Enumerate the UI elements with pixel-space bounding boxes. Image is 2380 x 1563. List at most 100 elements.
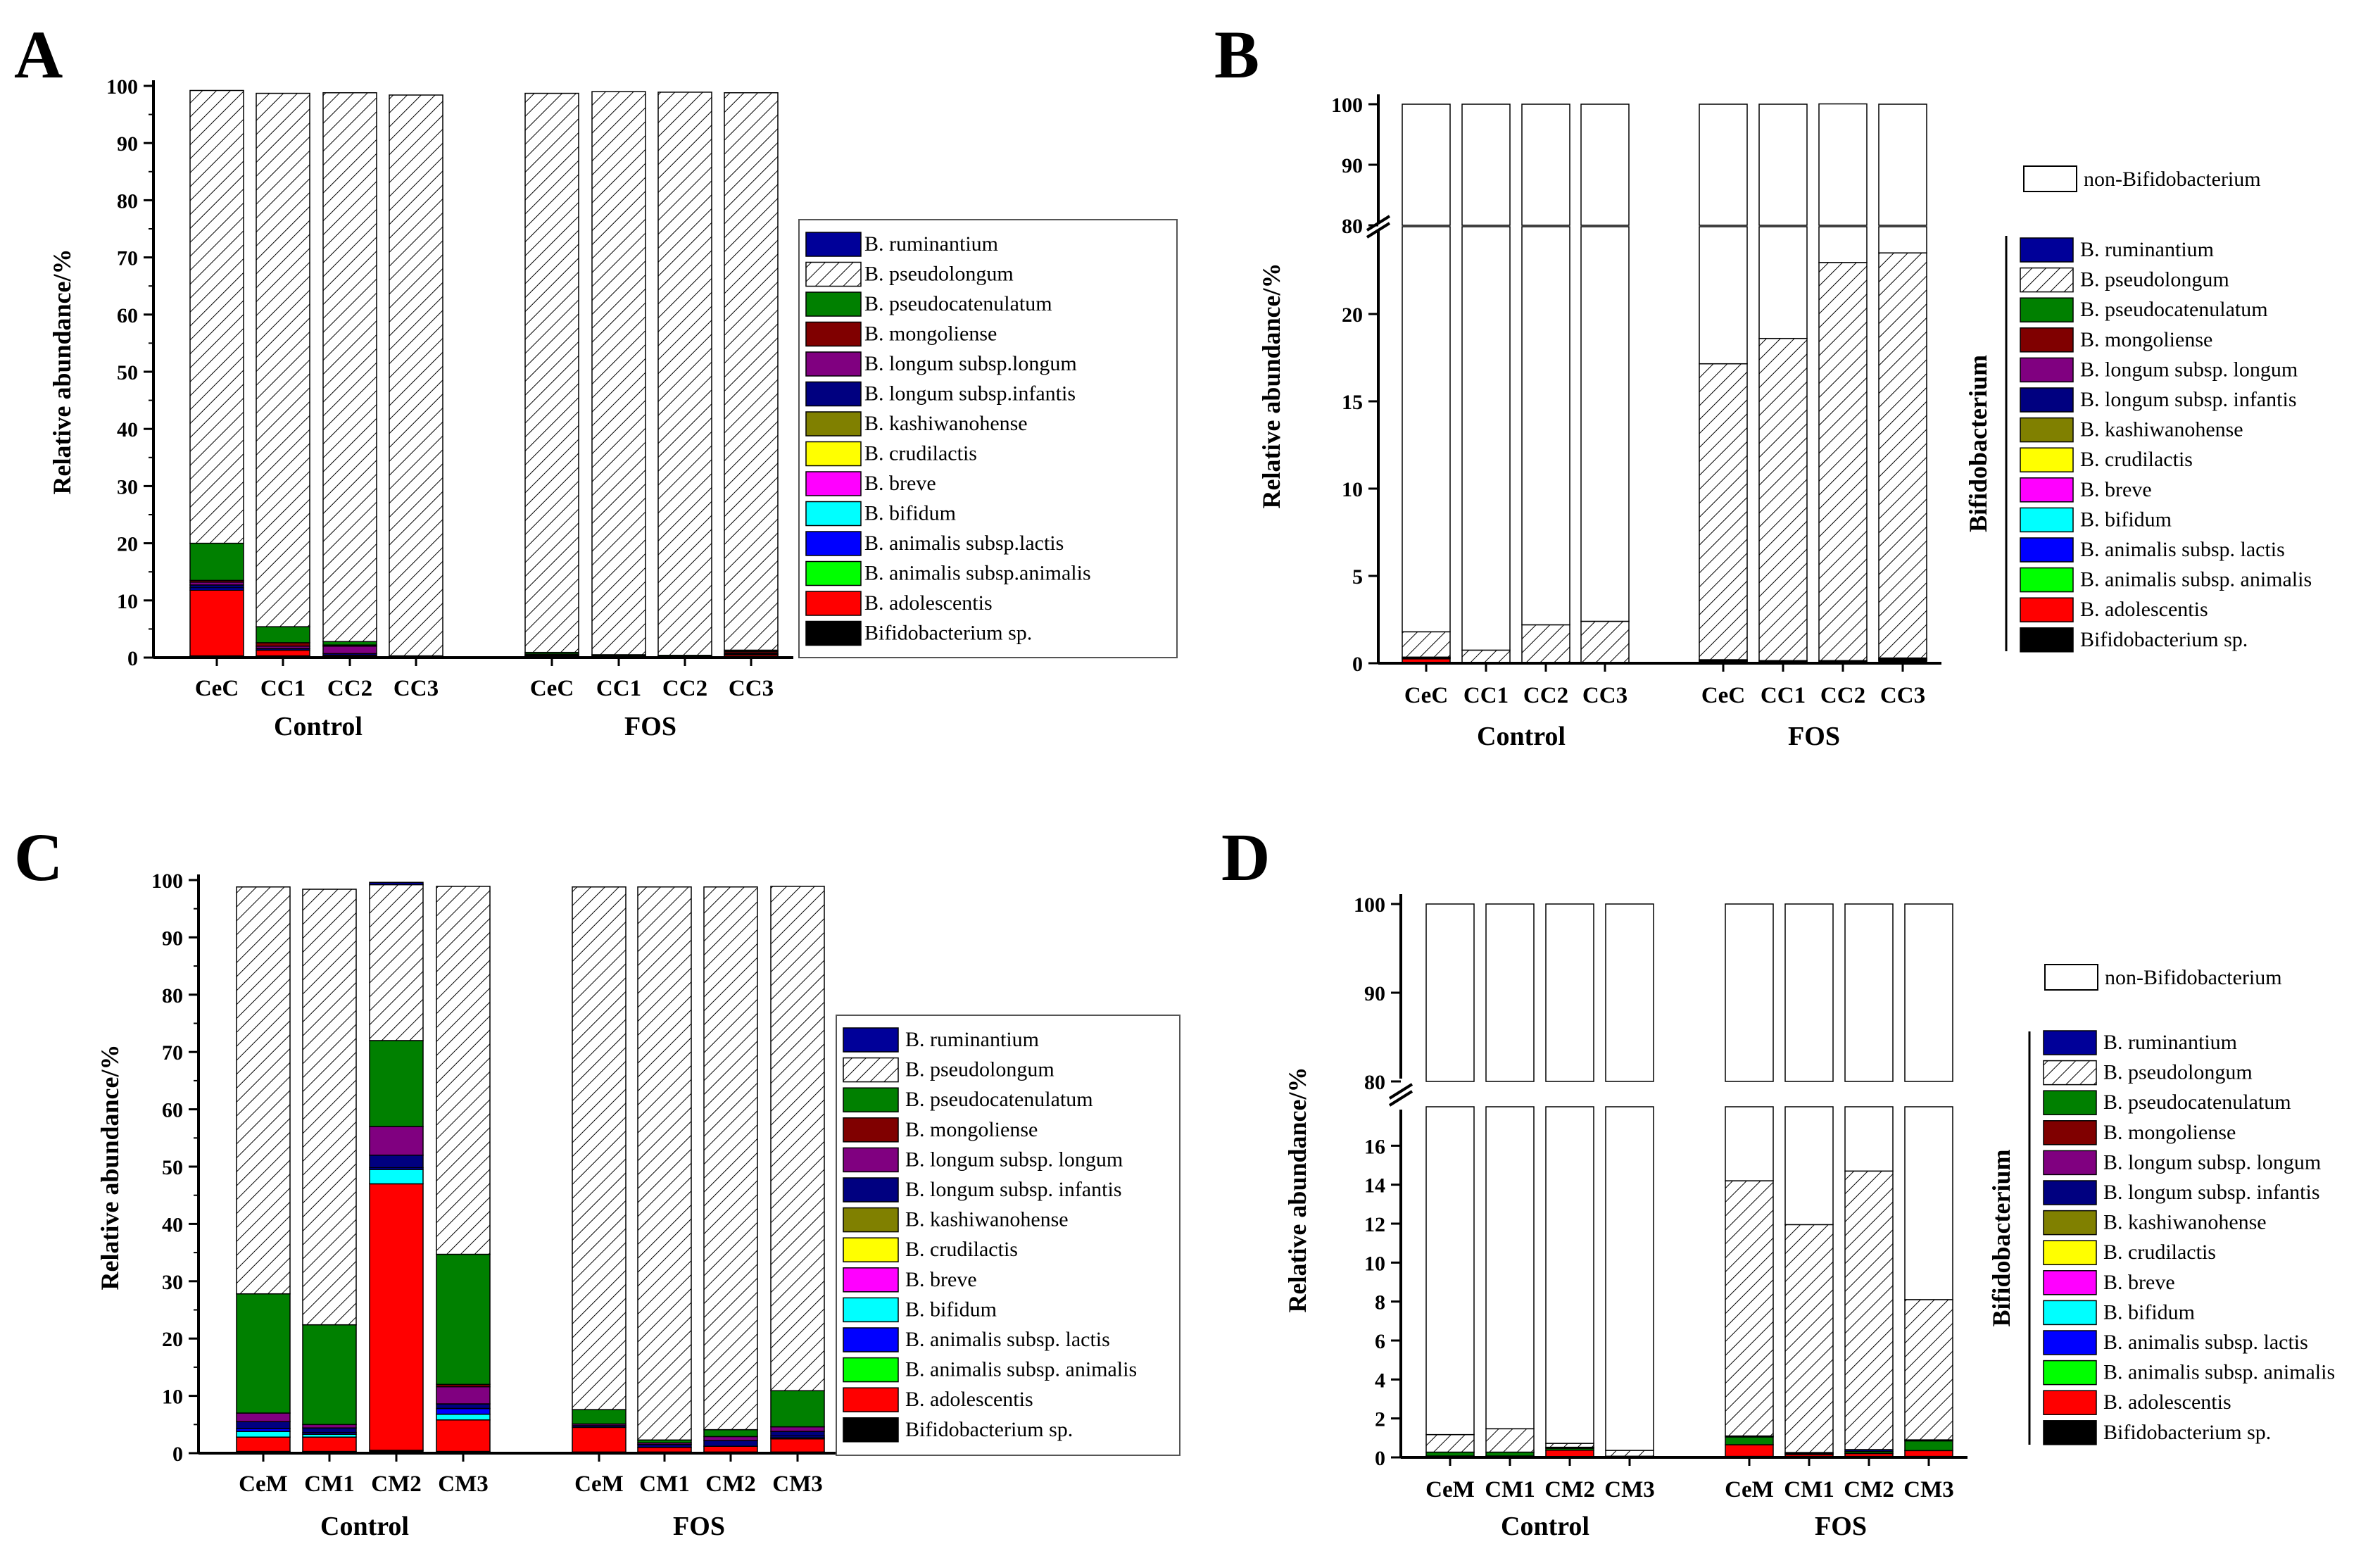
- legend-box: [798, 219, 1178, 658]
- legend-label-b-breve: B. breve: [864, 472, 936, 495]
- bar-segment-b-pseudocatenulatum-1: [189, 542, 244, 582]
- bar-segment-b-pseudocatenulatum-5: [1725, 1436, 1774, 1445]
- bar-segment-b-pseudolongum-5: [1699, 363, 1748, 660]
- bar-segment-b-pseudolongum-8: [1878, 252, 1927, 659]
- legend-swatch-b-pseudolongum: [805, 261, 862, 287]
- bar-segment-b-pseudolongum-3: [322, 92, 377, 643]
- bar-segment-non-bifidobacterium-5: [1699, 226, 1748, 365]
- panel-label-d: D: [1221, 820, 1270, 895]
- legend-label-b-animalis-subsp-animalis: B. animalis subsp. animalis: [2103, 1361, 2335, 1384]
- bar-segment-b-bifidum-3: [369, 1169, 424, 1185]
- bar-segment-non-bifidobacterium-3: [1545, 1106, 1594, 1444]
- x-tick-label: CM2: [1844, 1477, 1894, 1502]
- y-tick-label: 20: [1342, 303, 1363, 327]
- x-tick-label: CM1: [1485, 1477, 1535, 1502]
- bar-segment-b-pseudolongum-7: [1844, 1170, 1894, 1450]
- x-tick-label: CM3: [438, 1471, 488, 1497]
- legend-label-b-longum-subsp-longum: B. longum subsp. longum: [905, 1148, 1123, 1171]
- bar-segment-non-bifidobacterium-8: [1878, 226, 1927, 253]
- legend-label-b-breve: B. breve: [905, 1268, 977, 1291]
- y-tick-label: 80: [1342, 215, 1363, 238]
- x-tick-label: CC3: [729, 676, 774, 701]
- legend-label-b-adolescentis: B. adolescentis: [2103, 1391, 2231, 1414]
- x-tick-label: CeC: [530, 676, 574, 701]
- legend-label-b-breve: B. breve: [2103, 1271, 2175, 1294]
- chart-panel-c: CeM CM1 CM2 CM3 CeM CM1 CM2 CM3 0 10 20 30 40 50 60 70 8…: [96, 870, 1180, 1541]
- x-tick-label: CM1: [1784, 1477, 1834, 1502]
- legend-label-b-animalis-subsp-lactis: B. animalis subsp.lactis: [864, 532, 1064, 555]
- chart-panel-a: CeC CC1 CC2 CC3 CeC CC1 CC2 CC3 0 10 20 30 40 50 60 70 8…: [48, 75, 1178, 741]
- y-tick-label: 100: [1354, 893, 1385, 917]
- bar-segment-b-pseudolongum-1: [236, 886, 291, 1295]
- bar-segment-b-pseudolongum-2: [1485, 1428, 1535, 1453]
- legend-swatch-b-adolescentis: [805, 591, 862, 616]
- x-tick-label: CeC: [1701, 683, 1745, 708]
- y-tick-label: 60: [162, 1099, 183, 1122]
- bar-segment-b-pseudolongum-1: [189, 89, 244, 544]
- bar-segment-upper-non-bifidobacterium-5: [1725, 903, 1774, 1082]
- y-tick-label: 10: [1364, 1252, 1385, 1275]
- y-tick-label: 5: [1352, 565, 1363, 589]
- legend-label-b-longum-subsp-longum: B. longum subsp. longum: [2080, 358, 2298, 381]
- legend-swatch-b-mongoliense: [2020, 327, 2074, 353]
- bar-segment-b-pseudolongum-4: [389, 94, 443, 657]
- bar-segment-upper-non-bifidobacterium-3: [1521, 103, 1570, 226]
- y-tick-label: 15: [1342, 391, 1363, 414]
- legend-label-b-mongoliense: B. mongoliense: [905, 1118, 1038, 1141]
- legend-swatch-b-adolescentis: [2043, 1390, 2097, 1415]
- legend-swatch-b-bifidum: [2020, 507, 2074, 533]
- legend-label-b-pseudocatenulatum: B. pseudocatenulatum: [2080, 298, 2268, 321]
- legend-label-b-adolescentis: B. adolescentis: [864, 591, 993, 615]
- y-tick-label: 90: [1342, 154, 1363, 177]
- y-tick-label: 100: [106, 75, 138, 99]
- bar-segment-b-pseudolongum-2: [1461, 649, 1511, 663]
- x-tick-label: CC3: [393, 676, 439, 701]
- legend-label-b-mongoliense: B. mongoliense: [2080, 328, 2212, 351]
- bar-segment-b-pseudolongum-4: [1580, 620, 1630, 664]
- x-tick-label: CM1: [304, 1471, 354, 1497]
- bar-segment-b-pseudolongum-1: [1402, 631, 1451, 658]
- bar-segment-b-adolescentis-8: [770, 1438, 825, 1453]
- x-tick-label: CC2: [327, 676, 372, 701]
- bar-segment-upper-non-bifidobacterium-7: [1844, 903, 1894, 1082]
- legend-swatch-b-bifidum: [843, 1297, 899, 1323]
- x-tick-label: CM2: [705, 1471, 755, 1497]
- legend-label-b-longum-subsp-infantis: B. longum subsp. infantis: [2080, 388, 2297, 411]
- bar-segment-b-pseudolongum-5: [1725, 1180, 1774, 1437]
- legend-swatch-b-animalis-subsp-lactis: [2043, 1330, 2097, 1355]
- y-axis-label: Relative abundance/%: [1283, 1067, 1311, 1312]
- bracket-label: Bifidobacterium: [1987, 1149, 2015, 1326]
- bar-segment-non-bifidobacterium-8: [1904, 1106, 1953, 1300]
- panel-label-b: B: [1214, 17, 1259, 92]
- bar-segment-upper-non-bifidobacterium-4: [1605, 903, 1654, 1082]
- bar-segment-b-pseudolongum-7: [1818, 262, 1868, 662]
- bar-segment-b-pseudolongum-3: [369, 884, 424, 1041]
- legend-swatch-b-breve: [2043, 1270, 2097, 1295]
- bar-segment-b-adolescentis-4: [436, 1419, 491, 1452]
- group-label-fos: FOS: [624, 712, 676, 741]
- x-tick-label: CeM: [574, 1471, 624, 1497]
- legend-swatch-b-adolescentis: [2020, 597, 2074, 622]
- legend-label-non-bifidobacterium: non-Bifidobacterium: [2105, 966, 2282, 989]
- bar-segment-non-bifidobacterium-5: [1725, 1106, 1774, 1181]
- bar-segment-upper-non-bifidobacterium-1: [1425, 903, 1475, 1082]
- bar-segment-b-pseudolongum-2: [256, 92, 310, 627]
- bar-segment-b-longum-subsp-infantis-7: [703, 1440, 758, 1447]
- legend-label-b-crudilactis: B. crudilactis: [2103, 1241, 2216, 1264]
- bar-segment-b-adolescentis-6: [637, 1447, 692, 1453]
- legend-swatch-b-crudilactis: [2043, 1240, 2097, 1265]
- bar-segment-b-longum-subsp-longum-3: [369, 1126, 424, 1156]
- group-label-fos: FOS: [1788, 722, 1840, 751]
- legend-swatch-non-bifidobacterium: [2023, 165, 2077, 192]
- x-tick-label: CC1: [1761, 683, 1806, 708]
- legend-label-bifidobacterium-sp: Bifidobacterium sp.: [864, 622, 1032, 645]
- legend-swatch-b-adolescentis: [843, 1387, 899, 1412]
- legend-label-b-bifidum: B. bifidum: [905, 1298, 997, 1321]
- legend-label-b-longum-subsp-infantis: B. longum subsp. infantis: [905, 1178, 1122, 1201]
- bar-segment-upper-non-bifidobacterium-7: [1818, 103, 1868, 226]
- bar-segment-b-pseudolongum-4: [1605, 1450, 1654, 1457]
- legend-label-b-mongoliense: B. mongoliense: [864, 322, 997, 346]
- bar-segment-non-bifidobacterium-2: [1485, 1106, 1535, 1430]
- y-tick-label: 50: [162, 1156, 183, 1179]
- legend-swatch-bifidobacterium-sp: [2020, 627, 2074, 653]
